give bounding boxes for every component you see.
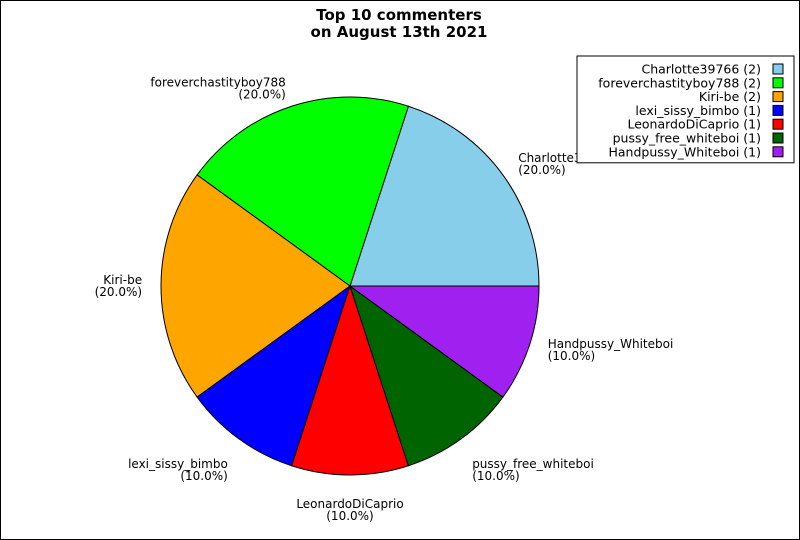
legend-entry-pussy-free-whiteboi: pussy_free_whiteboi (1) xyxy=(613,131,784,146)
legend: Charlotte39766 (2)foreverchastityboy788 … xyxy=(576,55,795,164)
slice-label-foreverchastityboy788: foreverchastityboy788(20.0%) xyxy=(150,75,285,101)
legend-entry-label: lexi_sissy_bimbo (1) xyxy=(635,103,761,118)
slice-label-name: Handpussy_Whiteboi xyxy=(548,337,674,351)
pie-slice-handpussy-whiteboi xyxy=(348,285,540,398)
legend-entry-charlotte39766: Charlotte39766 (2) xyxy=(641,62,784,77)
slice-label-handpussy-whiteboi: Handpussy_Whiteboi(10.0%) xyxy=(548,337,674,363)
legend-swatch xyxy=(772,63,784,75)
legend-box xyxy=(576,55,795,164)
slice-label-percent: (10.0%) xyxy=(548,349,595,363)
legend-entry-label: Charlotte39766 (2) xyxy=(641,62,761,77)
pie-slice-leonardodicaprio xyxy=(290,284,410,476)
pie-slices xyxy=(160,96,540,476)
slice-label-percent: (10.0%) xyxy=(180,469,227,483)
legend-entry-handpussy-whiteboi: Handpussy_Whiteboi (1) xyxy=(608,144,784,159)
chart-title-line-2: on August 13th 2021 xyxy=(311,23,488,41)
legend-swatch xyxy=(772,104,784,116)
legend-entry-label: pussy_free_whiteboi (1) xyxy=(613,131,761,146)
slice-label-percent: (20.0%) xyxy=(518,163,565,177)
pie-slice-kiri-be xyxy=(160,174,351,398)
slice-label-name: LeonardoDiCaprio xyxy=(296,497,403,511)
slice-label-lexi-sissy-bimbo: lexi_sissy_bimbo(10.0%) xyxy=(128,457,228,483)
slice-label-name: lexi_sissy_bimbo xyxy=(128,457,228,471)
pie-slice-pussy-free-whiteboi xyxy=(349,284,504,467)
slice-label-kiri-be: Kiri-be(20.0%) xyxy=(95,273,142,299)
slice-label-pussy-free-whiteboi: pussy_free_whiteboi(10.0%) xyxy=(472,457,594,483)
pie-slice-foreverchastityboy788 xyxy=(196,96,410,287)
legend-entry-label: foreverchastityboy788 (2) xyxy=(598,75,761,90)
legend-entry-label: Kiri-be (2) xyxy=(699,89,761,104)
slice-label-percent: (20.0%) xyxy=(238,87,285,101)
legend-entry-foreverchastityboy788: foreverchastityboy788 (2) xyxy=(598,75,784,90)
legend-swatch xyxy=(772,118,784,130)
legend-entry-lexi-sissy-bimbo: lexi_sissy_bimbo (1) xyxy=(635,103,784,118)
slice-label-percent: (10.0%) xyxy=(326,509,373,523)
legend-swatch xyxy=(772,91,784,103)
slice-label-percent: (20.0%) xyxy=(95,285,142,299)
pie-slice-lexi-sissy-bimbo xyxy=(196,284,351,467)
chart-title-line-1: Top 10 commenters xyxy=(316,6,482,24)
slice-label-leonardodicaprio: LeonardoDiCaprio(10.0%) xyxy=(296,497,403,523)
legend-swatch xyxy=(772,146,784,158)
legend-entry-label: LeonardoDiCaprio (1) xyxy=(627,117,761,132)
legend-swatch xyxy=(772,77,784,89)
slice-label-name: foreverchastityboy788 xyxy=(150,75,285,89)
slice-label-name: Kiri-be xyxy=(103,273,142,287)
legend-entry-kiri-be: Kiri-be (2) xyxy=(699,89,784,104)
pie-slice-charlotte39766 xyxy=(349,105,540,287)
slice-label-percent: (10.0%) xyxy=(472,469,519,483)
slice-label-name: pussy_free_whiteboi xyxy=(472,457,594,471)
legend-entry-label: Handpussy_Whiteboi (1) xyxy=(608,144,761,159)
legend-entry-leonardodicaprio: LeonardoDiCaprio (1) xyxy=(627,117,784,132)
legend-swatch xyxy=(772,132,784,144)
